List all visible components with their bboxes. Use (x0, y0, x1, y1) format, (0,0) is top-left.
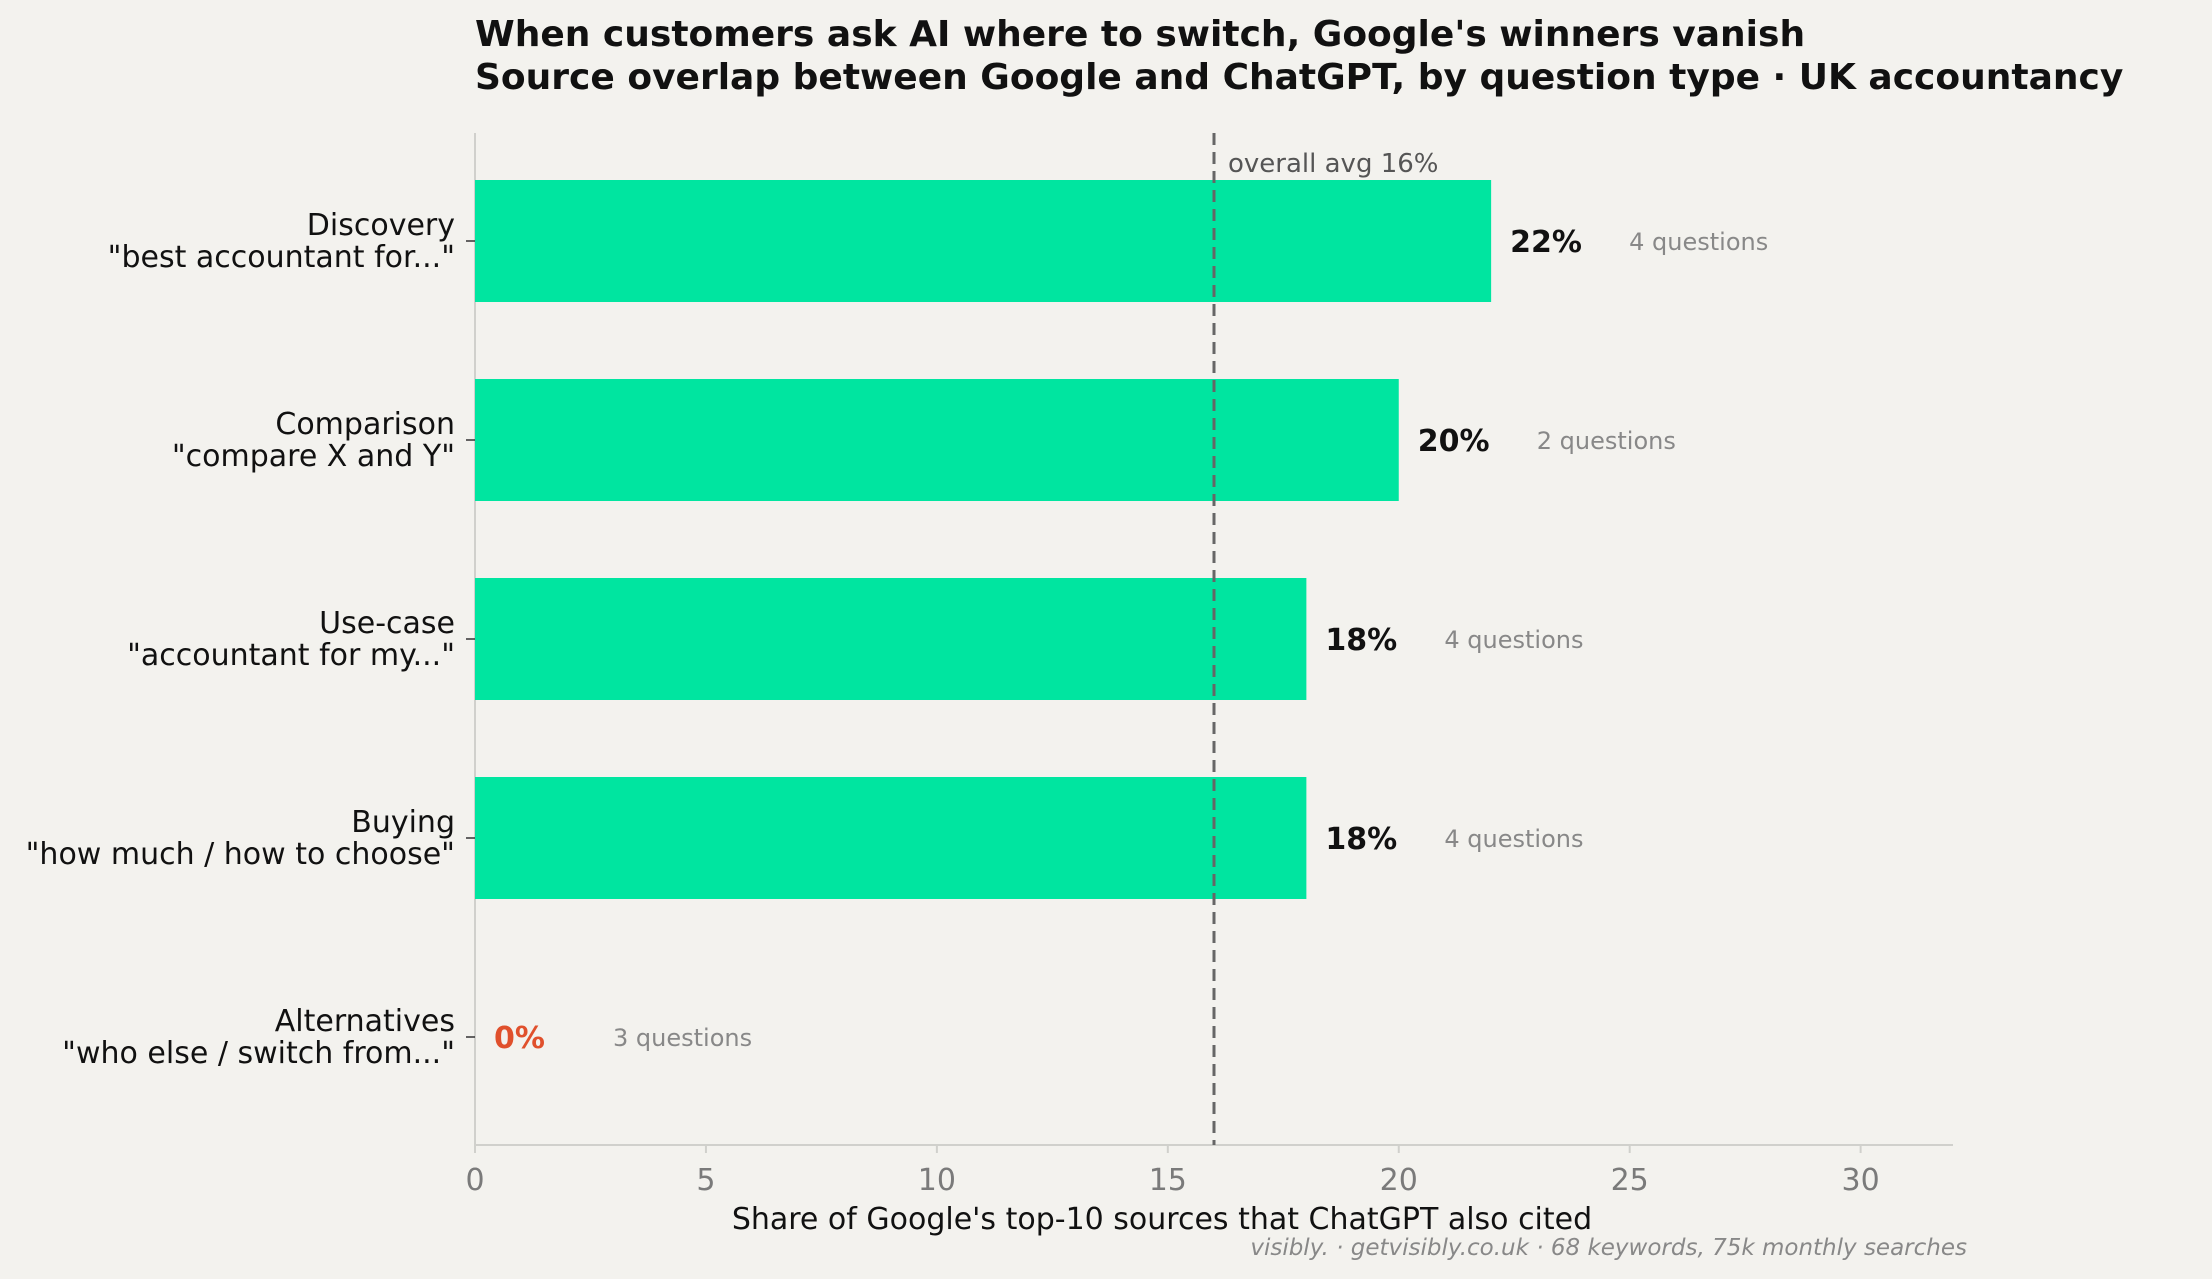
x-axis-label: Share of Google's top-10 sources that Ch… (732, 1202, 1592, 1237)
bar-value-label: 20% (1418, 424, 1490, 459)
bar-value-label: 0% (494, 1021, 545, 1056)
bar-value-label: 18% (1325, 822, 1397, 857)
source-footer: visibly. · getvisibly.co.uk · 68 keyword… (1250, 1235, 1967, 1261)
question-count-label: 4 questions (1629, 228, 1768, 256)
x-tick-label: 10 (918, 1163, 956, 1198)
question-count-label: 4 questions (1444, 626, 1583, 654)
bar (475, 180, 1492, 302)
bar-value-label: 18% (1325, 623, 1397, 658)
question-count-label: 3 questions (613, 1024, 752, 1052)
category-example: "how much / how to choose" (26, 837, 455, 872)
category-label: Discovery (307, 208, 455, 243)
bar-value-label: 22% (1510, 225, 1582, 260)
chart-title: When customers ask AI where to switch, G… (475, 14, 1805, 55)
question-count-label: 2 questions (1537, 427, 1676, 455)
average-reference-label: overall avg 16% (1228, 149, 1439, 179)
category-label: Use-case (319, 606, 455, 641)
x-tick-label: 0 (465, 1163, 484, 1198)
question-count-label: 4 questions (1444, 825, 1583, 853)
plot-area: 0 5 10 15 20 25 30 Discovery"best accountant fo… (26, 133, 1953, 1198)
bar (475, 379, 1399, 501)
x-tick-label: 5 (696, 1163, 715, 1198)
category-label: Comparison (275, 407, 455, 442)
bar (475, 777, 1307, 899)
x-tick-label: 30 (1842, 1163, 1880, 1198)
bar (475, 578, 1307, 700)
category-example: "best accountant for..." (108, 240, 455, 275)
category-example: "who else / switch from..." (62, 1036, 455, 1071)
category-example: "compare X and Y" (172, 439, 455, 474)
x-tick-label: 15 (1149, 1163, 1187, 1198)
chart-subtitle: Source overlap between Google and ChatGP… (475, 57, 2123, 98)
x-tick-label: 25 (1611, 1163, 1649, 1198)
category-label: Alternatives (275, 1004, 455, 1039)
category-example: "accountant for my..." (127, 638, 455, 673)
category-label: Buying (351, 805, 455, 840)
x-tick-label: 20 (1380, 1163, 1418, 1198)
